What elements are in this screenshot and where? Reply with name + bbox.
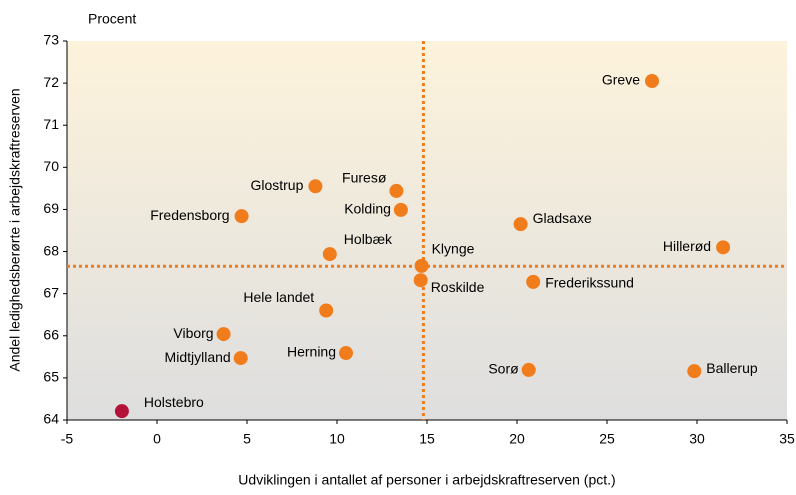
point-label: Hele landet — [243, 289, 314, 305]
point — [322, 247, 337, 262]
point — [414, 258, 429, 273]
point-label: Midtjylland — [165, 349, 231, 365]
point — [339, 346, 353, 361]
x-tick-label: 15 — [419, 431, 435, 447]
point — [645, 74, 659, 89]
point-label: Frederikssund — [545, 275, 634, 291]
point — [716, 240, 731, 255]
point-label: Sorø — [488, 361, 519, 377]
point-label: Gladsaxe — [533, 210, 592, 226]
point — [234, 209, 249, 224]
y-tick-label: 65 — [43, 369, 59, 385]
point — [114, 404, 129, 419]
point — [687, 364, 702, 379]
point — [513, 217, 528, 232]
y-tick-label: 66 — [43, 326, 59, 342]
x-tick-label: -5 — [61, 431, 74, 447]
point — [308, 179, 323, 194]
y-axis-label: Andel ledighedsberørte i arbejdskraftres… — [7, 88, 23, 371]
x-tick-label: 30 — [689, 431, 705, 447]
point-label: Herning — [287, 344, 336, 360]
x-tick-label: 25 — [599, 431, 615, 447]
y-tick-label: 73 — [43, 32, 59, 48]
point-label: Holbæk — [344, 231, 393, 247]
plot-area — [67, 41, 787, 420]
point — [393, 202, 408, 217]
x-tick-label: 35 — [779, 431, 795, 447]
x-tick-label: 5 — [243, 431, 251, 447]
x-tick-label: 20 — [509, 431, 525, 447]
y-tick-label: 71 — [43, 116, 59, 132]
x-axis-label: Udviklingen i antallet af personer i arb… — [238, 472, 615, 488]
point-label: Glostrup — [250, 177, 303, 193]
x-tick-label: 10 — [329, 431, 345, 447]
y-tick-label: 64 — [43, 411, 59, 427]
y-tick-label: 67 — [43, 284, 59, 300]
point-label: Greve — [602, 72, 640, 88]
x-tick-label: 0 — [153, 431, 161, 447]
point — [521, 362, 536, 377]
point — [526, 274, 541, 289]
point-label: Kolding — [344, 201, 391, 217]
point-label: Furesø — [342, 170, 387, 186]
y-tick-label: 68 — [43, 242, 59, 258]
point-label: Fredensborg — [150, 207, 229, 223]
point — [413, 273, 428, 288]
point — [319, 303, 334, 318]
point-label: Klynge — [432, 241, 475, 257]
point-label: Roskilde — [431, 279, 485, 295]
y-tick-label: 72 — [43, 74, 59, 90]
point — [389, 183, 404, 198]
y-tick-label: 69 — [43, 200, 59, 216]
point-label: Viborg — [173, 325, 213, 341]
point — [233, 351, 248, 366]
point-label: Ballerup — [706, 360, 758, 376]
point-label: Holstebro — [144, 394, 204, 410]
y-unit-label: Procent — [88, 11, 136, 27]
point — [216, 327, 231, 342]
y-tick-label: 70 — [43, 158, 59, 174]
point-label: Hillerød — [663, 238, 711, 254]
